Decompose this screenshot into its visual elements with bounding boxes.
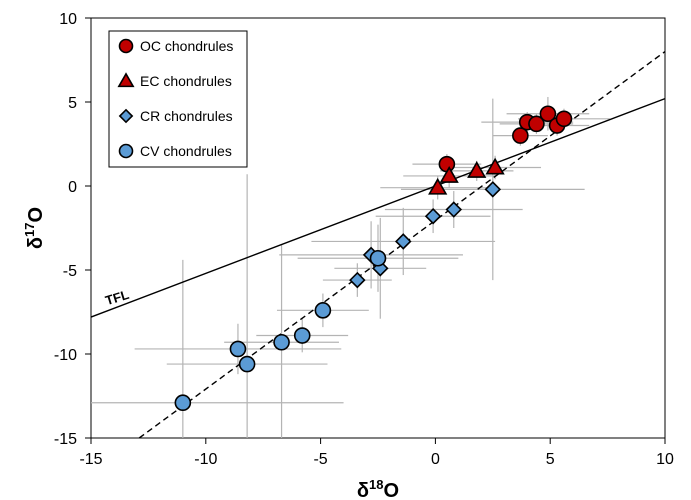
legend-marker-cr-chondrules: [118, 108, 134, 124]
cv-chondrules-point: [229, 340, 247, 358]
oc-chondrules-point: [438, 155, 456, 173]
cr-chondrules-point: [484, 181, 502, 198]
oc-chondrules-point: [539, 105, 557, 123]
cr-chondrules-point: [424, 207, 442, 225]
tfl-line: [90, 97, 666, 318]
ec-chondrules-point: [467, 161, 487, 178]
y-tick-label: -5: [63, 263, 77, 280]
legend-box: [108, 30, 248, 168]
svg-text:δ17O: δ17O: [22, 207, 47, 249]
y-axis-title-base: δ: [25, 237, 47, 249]
ec-chondrules-point: [485, 157, 505, 175]
tfl-label: TFL: [104, 287, 131, 308]
dashed-fit-line: [138, 51, 666, 439]
legend-label-oc-chondrules: OC chondrules: [140, 38, 233, 54]
x-tick-label: 0: [431, 451, 440, 468]
ec-chondrules-point: [439, 166, 459, 183]
x-tick-label: -10: [194, 451, 217, 468]
y-axis-title-sup: 17: [22, 222, 37, 236]
x-tick-label: -5: [313, 451, 327, 468]
x-axis-title: δ18O: [357, 477, 399, 500]
legend-marker-cv-chondrules: [118, 143, 134, 159]
cv-chondrules-point: [174, 394, 192, 412]
y-tick-label: 10: [59, 11, 77, 28]
data-markers: [174, 105, 573, 412]
oc-chondrules-point: [512, 127, 529, 144]
oc-chondrules-point: [555, 110, 573, 128]
y-tick-label: 5: [68, 95, 77, 112]
y-axis-title: δ17O: [22, 207, 47, 249]
x-tick-label: -15: [79, 451, 102, 468]
cr-chondrules-point: [349, 271, 366, 289]
x-tick-label: 5: [546, 451, 555, 468]
legend: OC chondrules EC chondrules CR chondrules C…: [108, 30, 248, 168]
legend-label-cv-chondrules: CV chondrules: [140, 143, 232, 159]
legend-label-cr-chondrules: CR chondrules: [140, 108, 233, 124]
oc-chondrules-point: [528, 115, 545, 133]
x-axis: -15 -10 -5 0 5 10: [79, 438, 674, 468]
y-tick-label: -15: [54, 431, 77, 448]
x-tick-label: 10: [656, 451, 674, 468]
legend-marker-oc-chondrules: [118, 38, 134, 54]
cv-chondrules-point: [293, 327, 311, 344]
y-tick-label: 0: [68, 179, 77, 196]
cv-chondrules-point: [314, 302, 332, 319]
cv-chondrules-point: [369, 249, 387, 267]
legend-label-ec-chondrules: EC chondrules: [140, 73, 232, 89]
cv-chondrules-point: [273, 333, 290, 351]
svg-text:δ18O: δ18O: [357, 477, 399, 500]
legend-marker-ec-chondrules: [117, 72, 135, 88]
y-tick-label: -10: [54, 347, 77, 364]
y-axis: -15 -10 -5 0 5 10: [54, 11, 91, 448]
ec-chondrules-point: [428, 177, 448, 195]
x-axis-title-base: δ: [357, 480, 369, 500]
annotations: TFL: [104, 287, 131, 308]
x-axis-title-tail: O: [384, 480, 400, 500]
reference-lines: [90, 51, 666, 439]
cr-chondrules-point: [445, 201, 463, 218]
y-axis-title-tail: O: [25, 207, 47, 223]
cv-chondrules-point: [238, 355, 256, 373]
cr-chondrules-point: [394, 233, 412, 250]
x-axis-title-sup: 18: [369, 477, 383, 492]
